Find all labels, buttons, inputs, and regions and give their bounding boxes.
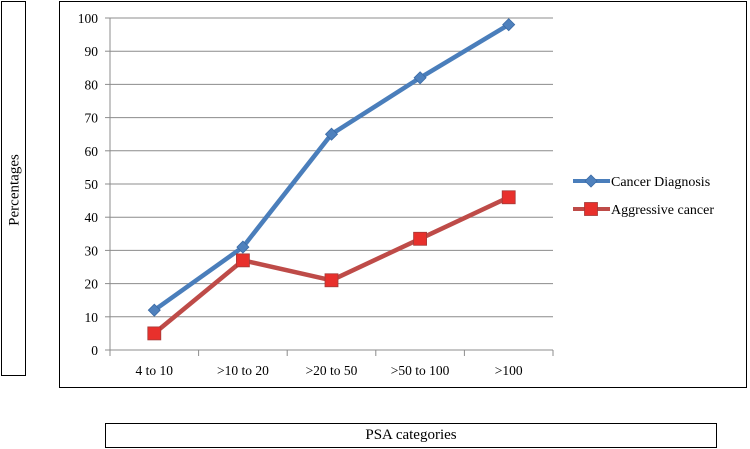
data-point — [413, 71, 427, 85]
y-tick-label: 10 — [85, 310, 99, 325]
data-point — [413, 231, 428, 246]
y-tick-label: 50 — [85, 177, 99, 192]
x-tick-label: >20 to 50 — [306, 363, 358, 378]
y-tick-labels: 0 10 20 30 40 50 60 70 80 90 100 — [78, 11, 99, 358]
series-1 — [147, 18, 516, 317]
x-tick-label: >50 to 100 — [391, 363, 450, 378]
x-tick-label: >10 to 20 — [217, 363, 269, 378]
x-axis-label: PSA categories — [365, 427, 457, 443]
y-tick-label: 100 — [78, 11, 99, 26]
x-tick-label: >100 — [495, 363, 523, 378]
legend-entry-2: Aggressive cancer — [573, 202, 714, 218]
y-tick-label: 40 — [85, 210, 99, 225]
grid-lines — [110, 17, 553, 318]
legend-entry-1: Cancer Diagnosis — [573, 174, 710, 190]
y-tick-label: 20 — [85, 277, 99, 292]
legend-swatch-marker — [584, 174, 598, 188]
data-point — [147, 303, 161, 317]
legend-label: Cancer Diagnosis — [611, 175, 710, 190]
data-point — [324, 127, 339, 141]
data-point — [236, 240, 250, 254]
legend-swatch-marker — [584, 202, 598, 216]
data-point — [235, 253, 250, 268]
data-point — [502, 18, 516, 32]
x-tick-label: 4 to 10 — [136, 363, 174, 378]
y-tick-label: 60 — [85, 144, 99, 159]
legend: Cancer Diagnosis Aggressive cancer — [573, 174, 714, 218]
y-tick-label: 30 — [85, 243, 99, 258]
y-axis-label-box: Percentages — [1, 1, 26, 376]
y-tick-label: 70 — [85, 111, 99, 126]
x-tick-labels: 4 to 10 >10 to 20 >20 to 50 >50 to 100 >100 — [136, 363, 523, 378]
series-line — [152, 22, 511, 313]
legend-label: Aggressive cancer — [611, 203, 714, 218]
y-tick-label: 90 — [85, 44, 99, 59]
y-tick-label: 0 — [91, 343, 98, 358]
chart-frame — [59, 1, 747, 388]
x-axis-label-box: PSA categories — [105, 423, 717, 448]
data-point — [501, 190, 516, 205]
series-group — [147, 18, 516, 341]
series-2 — [147, 190, 516, 341]
y-tick-label: 80 — [85, 77, 99, 92]
data-point — [147, 326, 162, 341]
data-point — [324, 273, 339, 288]
axes — [105, 17, 554, 356]
